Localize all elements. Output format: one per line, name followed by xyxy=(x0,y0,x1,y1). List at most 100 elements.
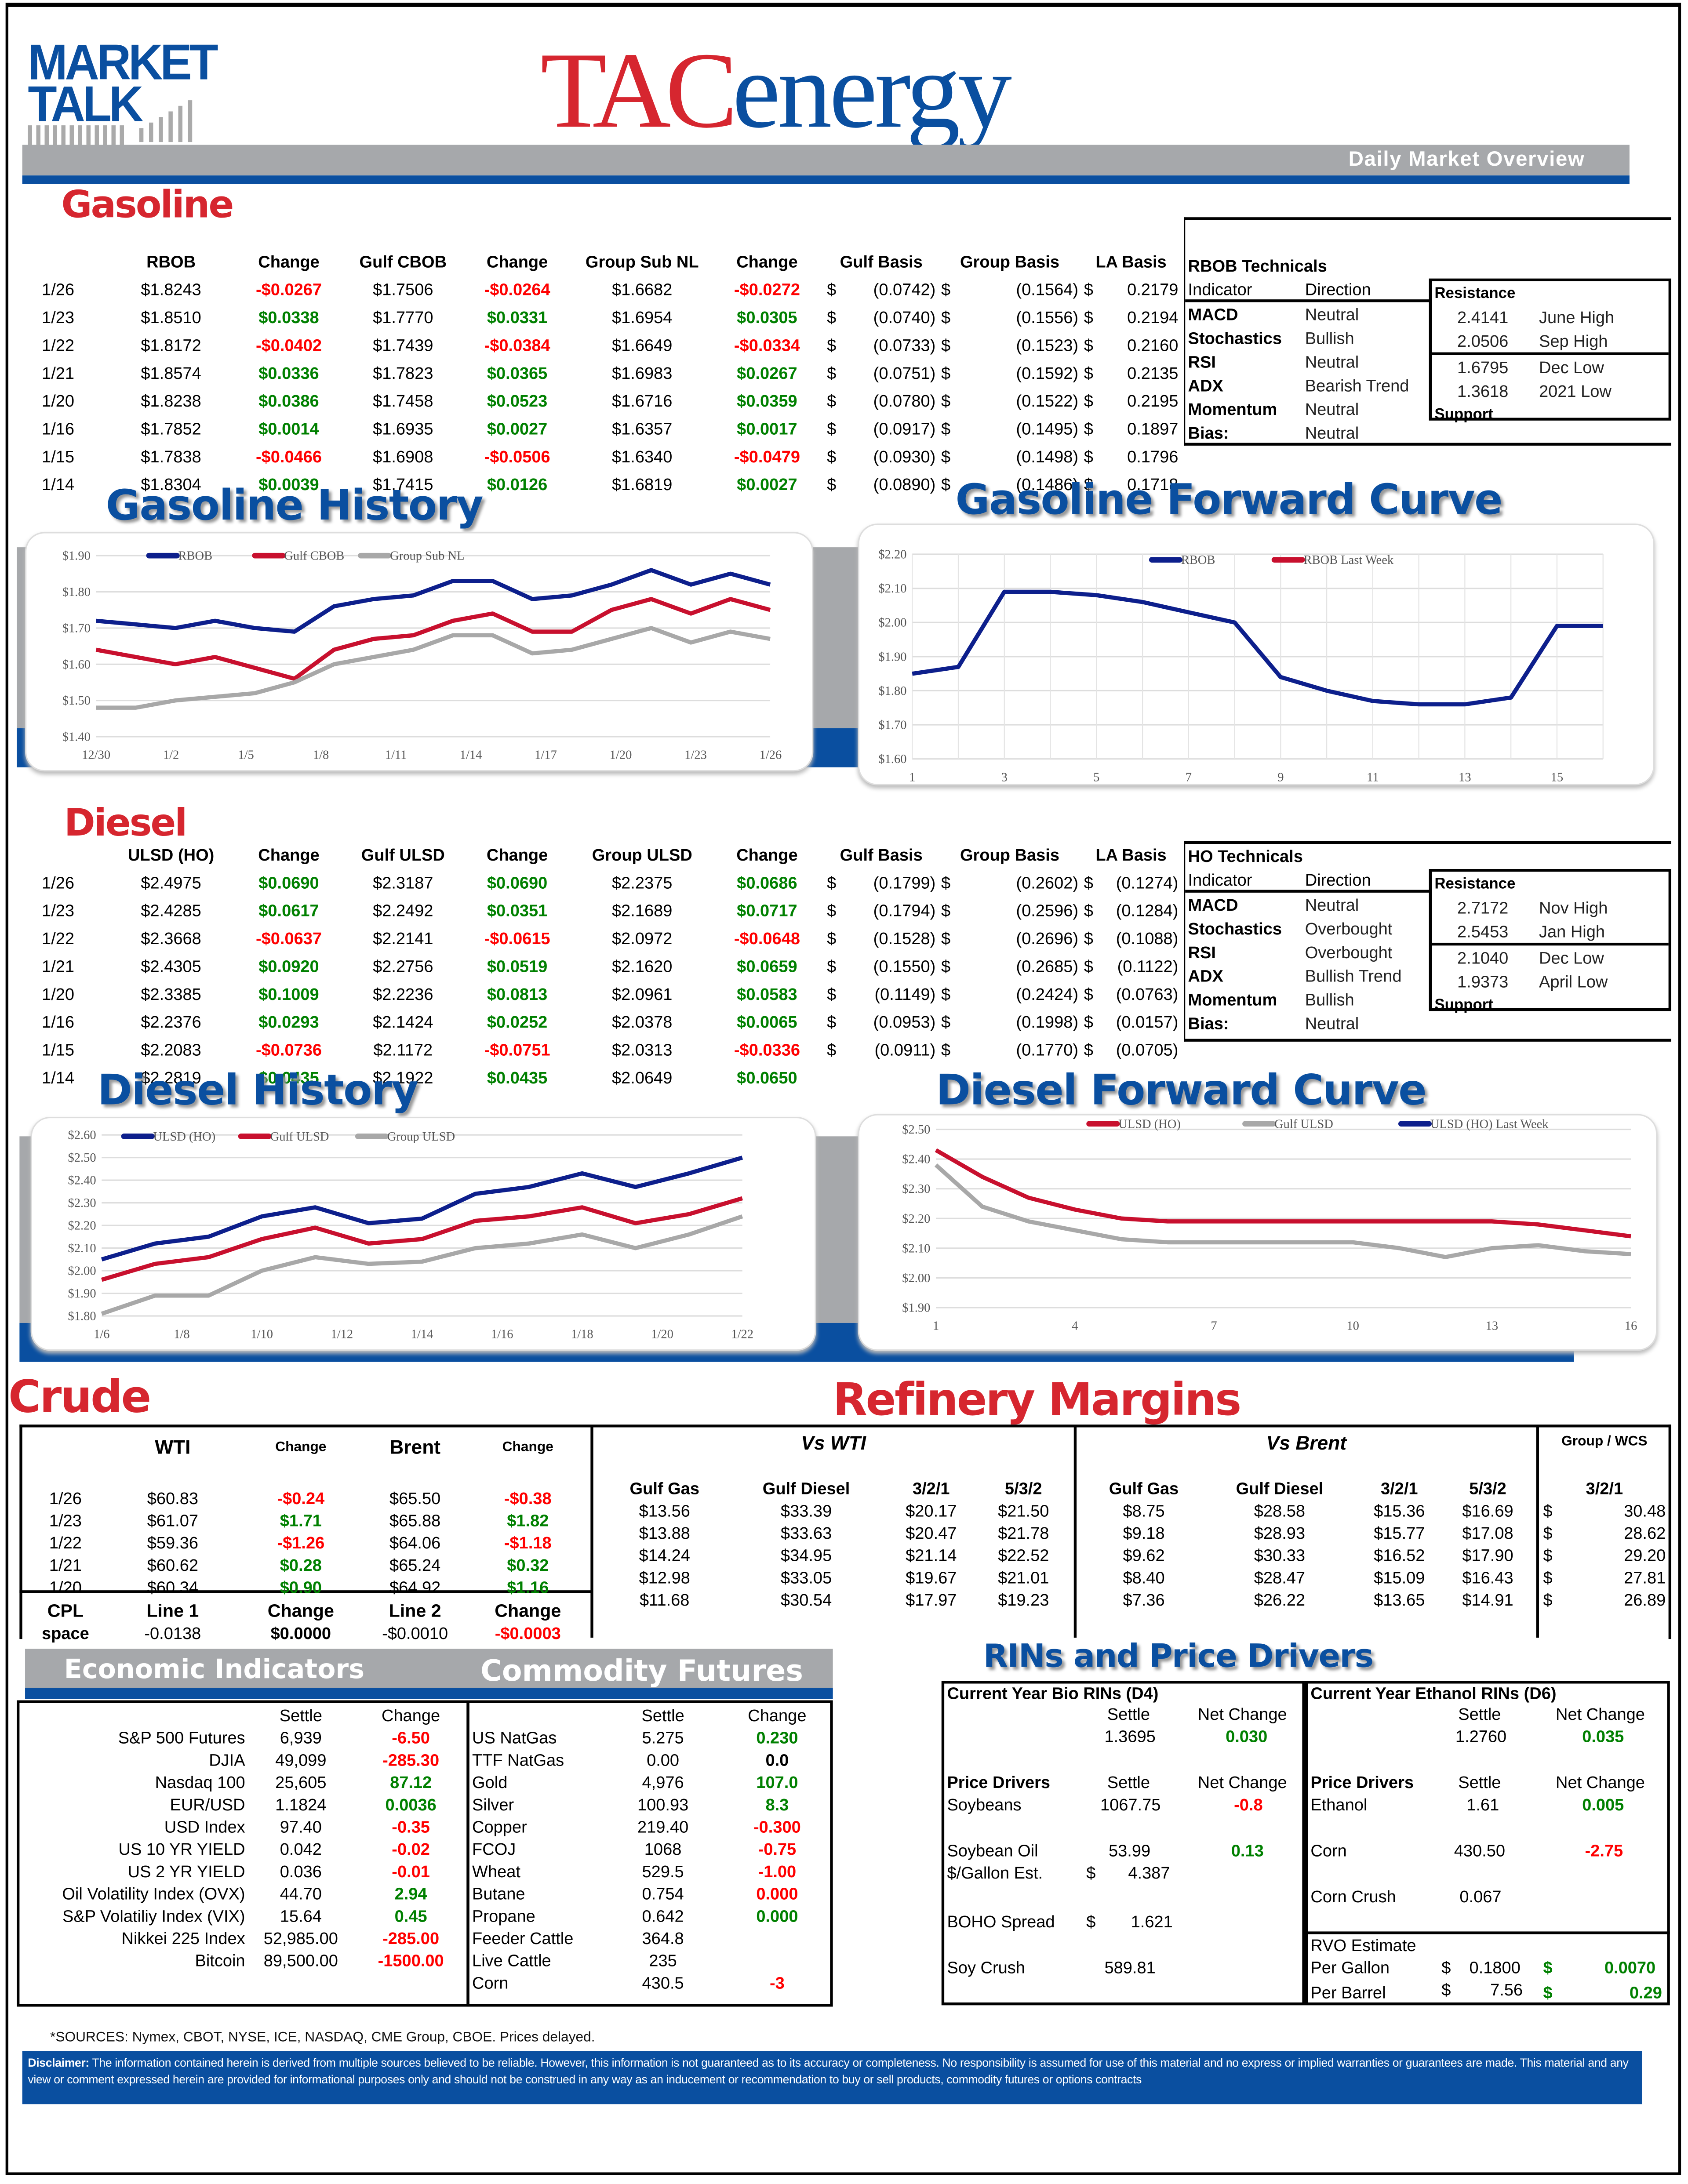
settle-value: 25,605 xyxy=(275,1773,327,1792)
ethanol-rins-settle: 1.2760 xyxy=(1455,1726,1507,1747)
price-cell: $1.6819 xyxy=(612,475,673,494)
indicator-name: ADX xyxy=(1188,375,1223,395)
svg-text:1/14: 1/14 xyxy=(411,1328,433,1341)
indicator-header: Indicator xyxy=(1188,279,1252,299)
change-value: 87.12 xyxy=(390,1773,432,1792)
indicator-name: US 2 YR YIELD xyxy=(127,1862,245,1882)
svg-text:$2.20: $2.20 xyxy=(68,1219,96,1233)
price-cell: $1.8510 xyxy=(141,308,201,327)
margin-value: $33.39 xyxy=(780,1501,832,1521)
indicator-header: Indicator xyxy=(1188,869,1252,889)
svg-text:1/20: 1/20 xyxy=(651,1328,673,1341)
svg-text:7: 7 xyxy=(1186,770,1192,784)
price-cell: $2.0313 xyxy=(612,1040,673,1060)
margin-value: $9.18 xyxy=(1123,1523,1165,1543)
per-gallon-value: 0.1800 xyxy=(1469,1958,1521,1977)
indicator-name: Bitcoin xyxy=(195,1951,245,1971)
svg-text:$1.90: $1.90 xyxy=(878,650,906,664)
soy-crush-label: Soy Crush xyxy=(947,1958,1025,1977)
table-row: 1/20 $1.8238 $0.0386 $1.7458 $0.0523 $1.6716 $… xyxy=(39,387,1181,415)
price-cell: $2.2819 xyxy=(141,1068,201,1088)
price-cell: $1.7415 xyxy=(373,475,433,494)
margin-value: $13.56 xyxy=(639,1501,690,1521)
crude-refinery-box xyxy=(19,1425,1671,1639)
level-value: 2.4141 xyxy=(1457,307,1509,327)
settle-value: 44.70 xyxy=(280,1884,322,1904)
change-cell: $0.0336 xyxy=(258,363,319,383)
table-row: USD Index 97.40 -0.35 xyxy=(22,1816,466,1838)
indicator-name: S&P Volatiliy Index (VIX) xyxy=(62,1906,245,1926)
technical-row: RSI Overbought xyxy=(1185,940,1671,964)
table-row: $7.36 $26.22 $13.65 $14.91 xyxy=(1084,1589,1532,1611)
table-row: 1/16 $2.2376 $0.0293 $2.1424 $0.0252 $2.0378 $… xyxy=(39,1008,1181,1036)
column-header: Gulf ULSD xyxy=(361,845,445,865)
indicator-name: DJIA xyxy=(209,1750,245,1770)
level-value: 1.3618 xyxy=(1457,381,1509,400)
price-cell: $2.2141 xyxy=(373,929,433,948)
table-row: $29.20 xyxy=(1543,1544,1666,1567)
settle-header: Settle xyxy=(1107,1704,1150,1724)
margin-value: $30.33 xyxy=(1254,1545,1306,1566)
date-cell: 1/14 xyxy=(42,475,75,494)
price-cell: $1.6954 xyxy=(612,308,673,327)
table-row: $13.56 $33.39 $20.17 $21.50 xyxy=(602,1500,1070,1522)
svg-text:1/6: 1/6 xyxy=(94,1328,109,1341)
resistance-level: 2.5453 Jan High xyxy=(1432,919,1669,943)
change-cell: -$0.0466 xyxy=(255,447,322,467)
indicator-name: Stochastics xyxy=(1188,918,1282,938)
basis-cell: $ (0.2596) xyxy=(941,901,1079,921)
svg-text:$2.60: $2.60 xyxy=(68,1129,96,1142)
svg-text:$1.70: $1.70 xyxy=(62,621,91,635)
basis-cell: $ (0.1556) xyxy=(941,308,1079,327)
date-cell: 1/23 xyxy=(42,308,75,327)
column-header: Group ULSD xyxy=(592,845,692,865)
indicator-direction: Bullish Trend xyxy=(1305,966,1402,985)
svg-text:1/10: 1/10 xyxy=(251,1328,273,1341)
indicator-name: Nikkei 225 Index xyxy=(121,1929,245,1948)
basis-cell: $ (0.1592) xyxy=(941,363,1079,383)
margin-value: $15.77 xyxy=(1374,1523,1425,1543)
date-cell: 1/23 xyxy=(49,1511,82,1530)
margin-value: $14.24 xyxy=(639,1545,690,1566)
change-value: 2.94 xyxy=(394,1884,427,1904)
crude-title: Crude xyxy=(8,1370,151,1424)
indicator-name: USD Index xyxy=(164,1817,245,1837)
table-row: EUR/USD 1.1824 0.0036 xyxy=(22,1794,466,1816)
level-label: Jan High xyxy=(1539,921,1605,941)
margin-value: $7.36 xyxy=(1123,1590,1165,1610)
margin-col-header: Gulf Gas xyxy=(1109,1479,1179,1499)
price-cell: $1.6682 xyxy=(612,280,673,300)
svg-text:RBOB: RBOB xyxy=(1181,553,1215,567)
price-cell: $1.6340 xyxy=(612,447,673,467)
date-cell: 1/14 xyxy=(42,1068,75,1088)
table-row: 1/21 $1.8574 $0.0336 $1.7823 $0.0365 $1.6983 $… xyxy=(39,359,1181,387)
table-row: Live Cattle 235 xyxy=(472,1950,829,1972)
svg-text:4: 4 xyxy=(1072,1319,1078,1333)
change-cell: $0.0920 xyxy=(258,956,319,976)
gallon-est-label: $/Gallon Est. xyxy=(947,1863,1043,1883)
basis-cell: $ (0.2696) xyxy=(941,929,1079,948)
settle-value: 97.40 xyxy=(280,1817,322,1837)
change-cell: $0.0065 xyxy=(737,1012,797,1032)
column-header: Gulf Basis xyxy=(840,252,923,272)
table-row: 1/26 $2.4975 $0.0690 $2.3187 $0.0690 $2.2375 $… xyxy=(39,869,1181,897)
change-cell: $0.0039 xyxy=(258,475,319,494)
basis-cell: $ (0.0953) xyxy=(827,1012,936,1032)
indicator-name: ADX xyxy=(1188,966,1223,985)
header-band-blue xyxy=(22,175,1630,184)
line2-change: -$0.0003 xyxy=(495,1624,561,1643)
table-row: 1/21 $2.4305 $0.0920 $2.2756 $0.0519 $2.1620 $… xyxy=(39,952,1181,980)
change-cell: $0.0813 xyxy=(487,984,548,1004)
change-value: -1500.00 xyxy=(378,1951,444,1971)
settle-value: 364.8 xyxy=(642,1929,684,1948)
level-value: 1.6795 xyxy=(1457,357,1509,377)
table-row: 1/15 $1.7838 -$0.0466 $1.6908 -$0.0506 $1.634… xyxy=(39,443,1181,471)
settle-value: 89,500.00 xyxy=(263,1951,338,1971)
svg-text:1/12: 1/12 xyxy=(331,1328,353,1341)
bio-rins-title: Current Year Bio RINs (D4) xyxy=(947,1683,1159,1703)
divider xyxy=(1305,1931,1670,1934)
svg-text:$2.00: $2.00 xyxy=(878,616,906,630)
basis-cell: $ (0.1122) xyxy=(1084,956,1179,976)
change-cell: $0.0351 xyxy=(487,901,548,921)
table-row: 1/15 $2.2083 -$0.0736 $2.1172 -$0.0751 $2.031… xyxy=(39,1036,1181,1064)
